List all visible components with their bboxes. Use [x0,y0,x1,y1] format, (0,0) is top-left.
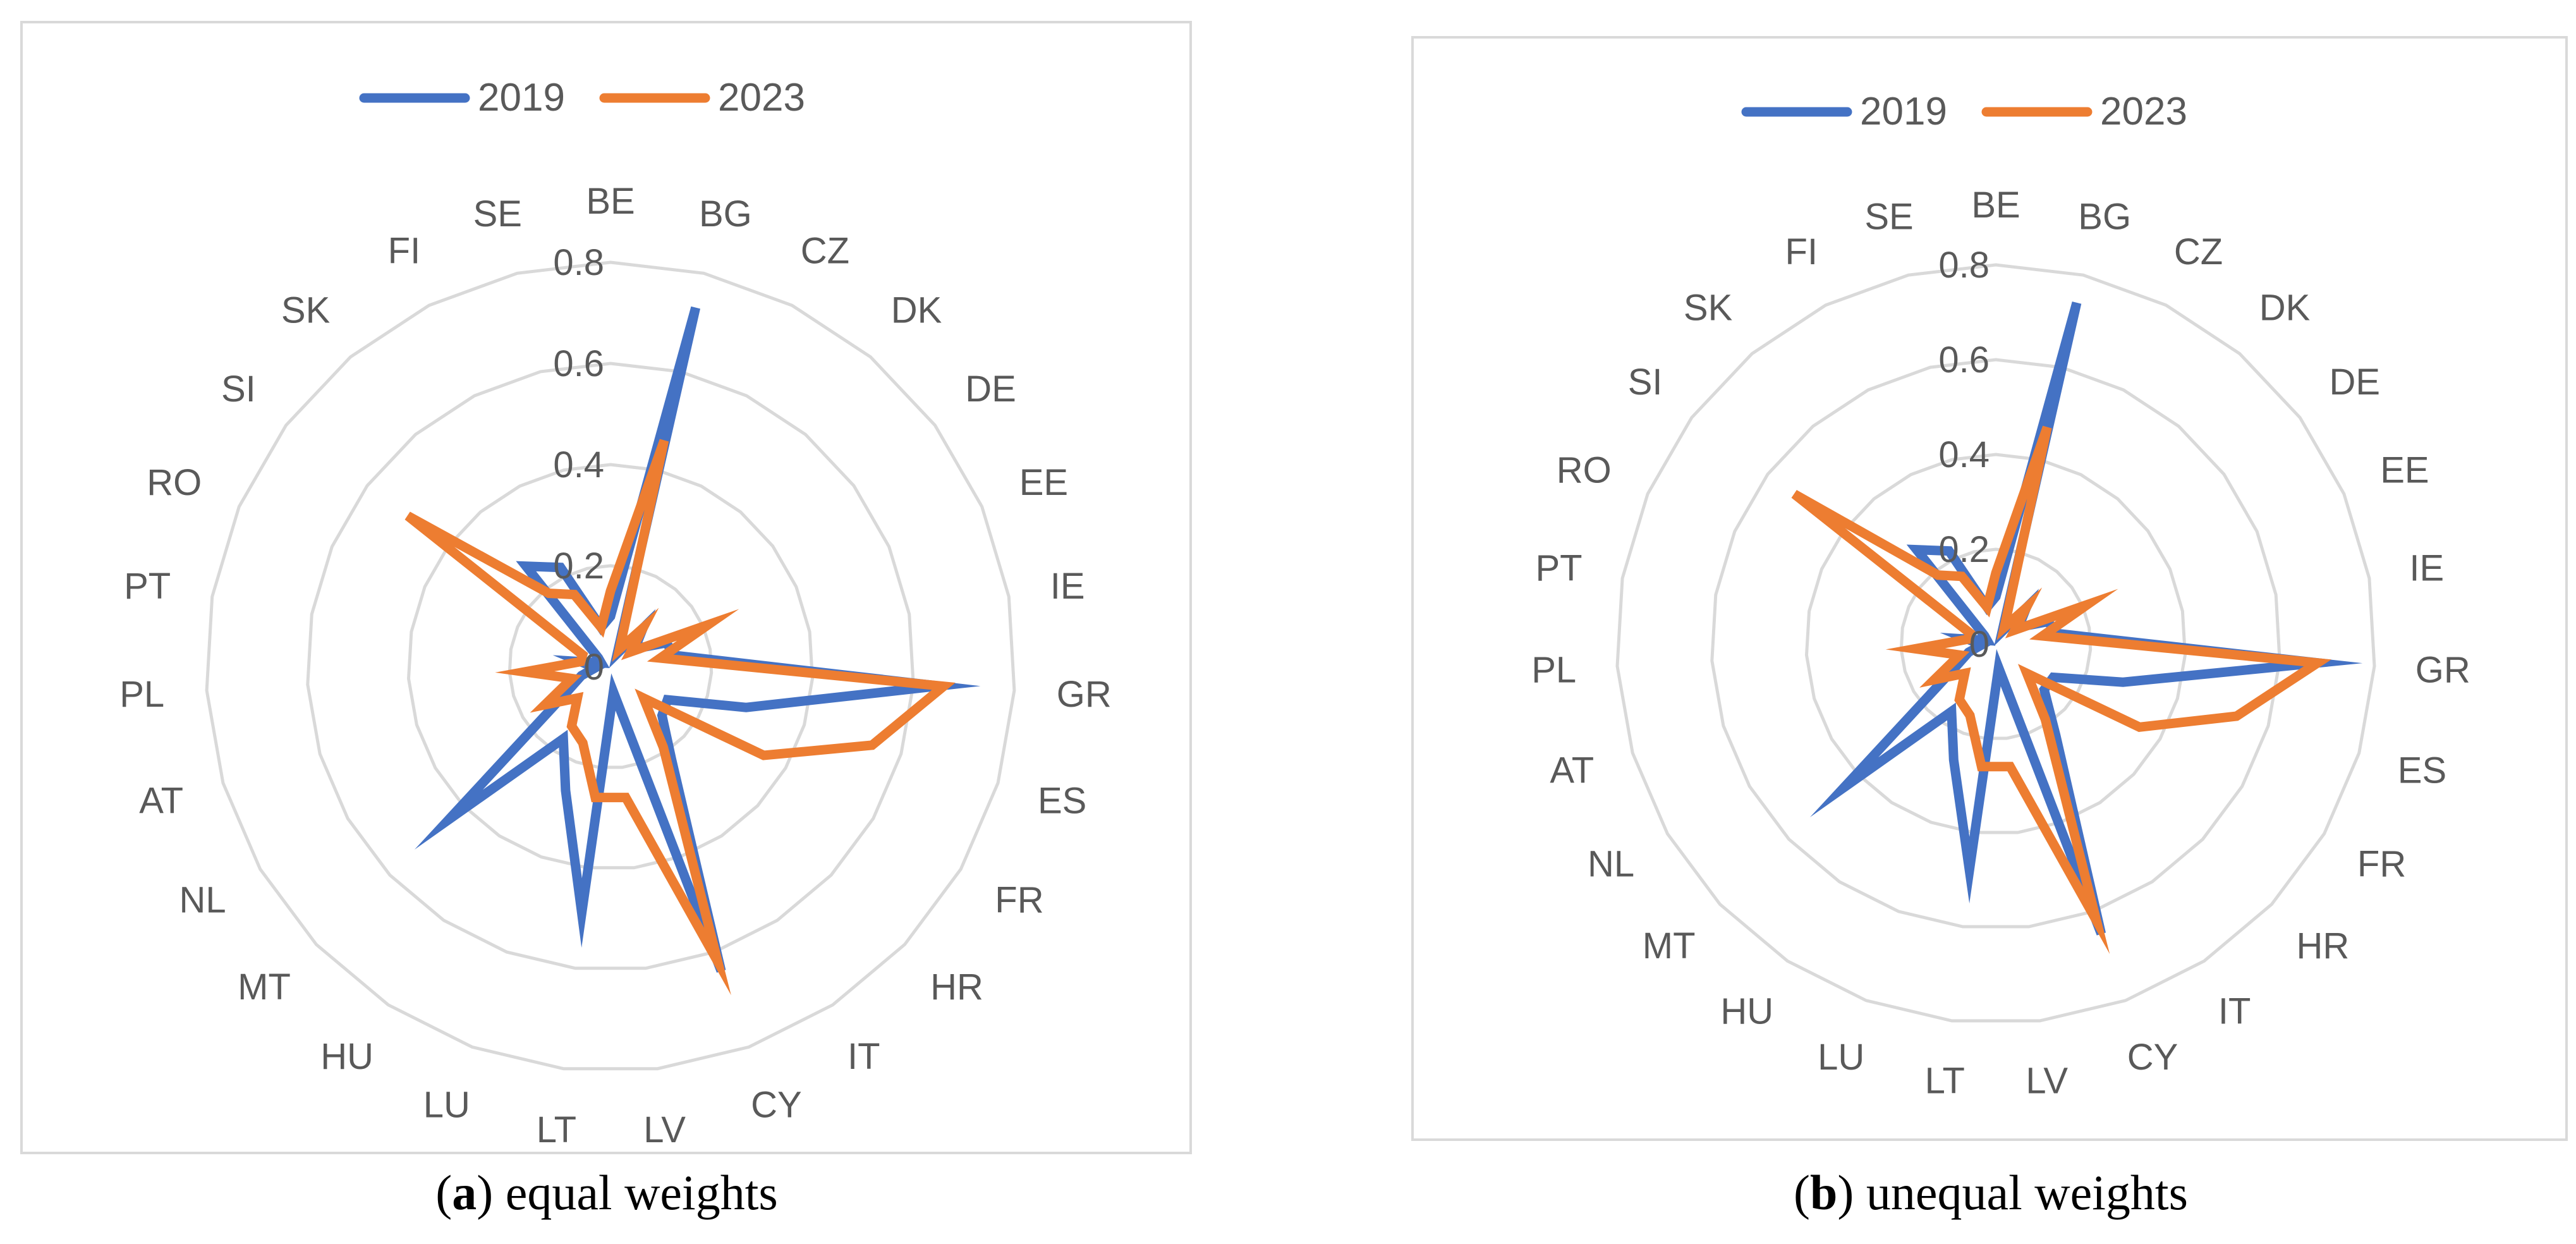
series-line-2023 [1791,425,2331,954]
category-label-PT: PT [1535,547,1582,588]
category-label-IE: IE [1050,566,1085,607]
category-label-BE: BE [586,181,635,222]
caption-letter: a [452,1165,477,1220]
category-label-DE: DE [965,369,1016,410]
category-label-PL: PL [1531,649,1576,690]
category-label-NL: NL [1588,844,1634,885]
category-label-CY: CY [2127,1037,2178,1078]
category-label-LT: LT [1925,1060,1965,1101]
radar-grid [205,260,1016,1071]
caption-text: ) equal weights [477,1165,778,1220]
category-label-SK: SK [1684,288,1733,329]
caption-text: ) unequal weights [1837,1165,2188,1220]
category-label-FR: FR [2357,844,2406,885]
grid-ring [1899,547,2093,740]
radial-tick-label: 0.4 [553,444,604,485]
grid-ring [306,362,915,970]
radial-tick-label: 0.2 [1938,529,1990,570]
category-label-FR: FR [995,880,1043,921]
category-label-HU: HU [320,1036,374,1077]
category-label-AT: AT [139,780,183,821]
category-label-RO: RO [147,462,202,503]
caption-letter: b [1810,1165,1838,1220]
caption-open: ( [435,1165,453,1220]
category-label-FI: FI [388,230,421,271]
category-label-IT: IT [848,1036,880,1077]
category-label-LU: LU [1818,1037,1864,1078]
caption-unequal-weights: (b) unequal weights [1732,1164,2250,1221]
category-label-GR: GR [2415,649,2470,690]
radar-grid [1615,263,2376,1023]
category-label-FI: FI [1785,231,1818,272]
category-label-HR: HR [930,967,983,1008]
category-label-EE: EE [2380,450,2429,491]
category-label-NL: NL [179,880,226,921]
category-label-HU: HU [1720,991,1773,1032]
category-label-RO: RO [1557,450,1612,491]
radial-tick-label: 0.2 [553,546,604,587]
category-label-LU: LU [423,1085,470,1126]
category-label-PL: PL [119,674,164,715]
category-label-BE: BE [1971,185,2020,226]
category-label-SI: SI [1628,362,1663,403]
category-label-MT: MT [238,967,291,1008]
legend: 2019 2023 [1741,90,2187,133]
radar-chart-equal-weights: 0 0.2 0.4 0.6 0.8 BE BG CZ DK DE EE IE GR ES FR HR IT CY L… [119,76,1112,1150]
category-label-ES: ES [1038,780,1086,821]
category-label-BG: BG [699,193,752,235]
series-line-2023 [404,439,956,996]
legend-label-2023: 2023 [2100,90,2187,133]
category-label-PT: PT [124,566,171,607]
grid-ring [1615,263,2376,1023]
category-label-MT: MT [1643,925,1696,967]
category-label-BG: BG [2078,197,2131,238]
legend: 2019 2023 [359,76,805,119]
category-label-DE: DE [2330,362,2381,403]
legend-label-2023: 2023 [718,76,805,119]
category-label-DK: DK [891,290,942,331]
category-label-IT: IT [2218,991,2251,1032]
grid-ring [1710,358,2281,929]
category-label-DK: DK [2259,288,2311,329]
radial-tick-label: 0 [584,647,604,688]
caption-equal-weights: (a) equal weights [354,1164,860,1221]
grid-ring [1804,453,2187,834]
legend-label-2019: 2019 [478,76,565,119]
category-label-LV: LV [643,1109,686,1150]
radial-tick-label: 0.6 [1938,339,1990,381]
category-label-SE: SE [473,193,522,235]
category-label-CZ: CZ [801,230,849,271]
caption-open: ( [1794,1165,1811,1220]
category-label-HR: HR [2297,925,2350,967]
category-label-GR: GR [1057,674,1112,715]
category-label-SI: SI [221,369,256,410]
category-label-SK: SK [281,290,331,331]
category-label-LT: LT [537,1109,576,1150]
radial-tick-label: 0.8 [1938,245,1990,286]
category-label-LV: LV [2026,1060,2068,1101]
chart-panel-equal-weights: 0 0.2 0.4 0.6 0.8 BE BG CZ DK DE EE IE GR ES FR HR IT CY L… [20,21,1192,1154]
category-label-IE: IE [2409,547,2444,588]
series-line-2019 [1809,302,2363,936]
radial-tick-label: 0.8 [553,242,604,283]
category-label-ES: ES [2398,750,2446,791]
grid-ring [205,260,1016,1071]
category-label-EE: EE [1019,462,1068,503]
category-label-AT: AT [1550,750,1594,791]
radial-tick-label: 0.4 [1938,434,1990,475]
chart-panel-unequal-weights: 0 0.2 0.4 0.6 0.8 BE BG CZ DK DE EE IE GR ES FR HR IT CY L… [1411,36,2568,1141]
grid-ring [507,564,714,769]
category-label-CZ: CZ [2174,231,2223,272]
category-label-SE: SE [1864,197,1913,238]
legend-label-2019: 2019 [1860,90,1947,133]
grid-ring [406,463,815,870]
radial-tick-label: 0 [1969,624,1990,665]
radial-tick-label: 0.6 [553,343,604,384]
category-label-CY: CY [751,1085,802,1126]
